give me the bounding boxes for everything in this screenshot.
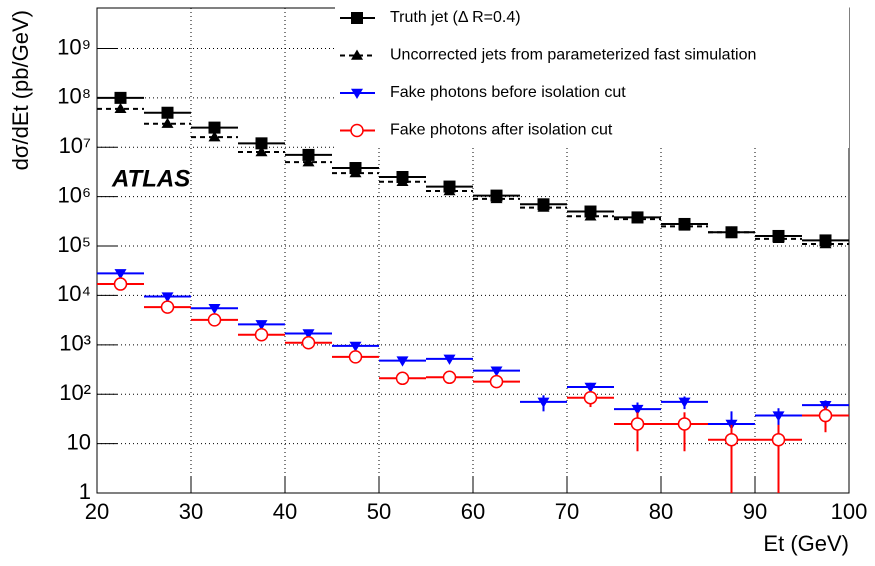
legend-label: Fake photons before isolation cut — [390, 84, 626, 101]
marker — [208, 121, 221, 134]
y-axis-label: dσ/dEt (pb/GeV) — [8, 10, 33, 170]
marker — [160, 300, 175, 314]
marker — [537, 397, 550, 408]
y-tick-label: 10 — [67, 429, 91, 454]
marker — [161, 106, 174, 119]
x-tick-label: 80 — [649, 499, 673, 524]
marker — [348, 350, 363, 364]
marker — [395, 371, 410, 386]
marker — [490, 366, 503, 377]
marker — [443, 185, 456, 196]
marker — [255, 320, 268, 331]
marker — [677, 417, 692, 431]
legend-marker — [351, 49, 363, 60]
marker — [114, 269, 127, 280]
legend-label: Fake photons after isolation cut — [390, 122, 613, 139]
x-tick-label: 90 — [743, 499, 767, 524]
marker — [349, 167, 362, 178]
marker — [301, 336, 316, 350]
marker — [489, 374, 504, 389]
y-tick-label: 10⁸ — [57, 84, 91, 109]
x-tick-label: 30 — [179, 499, 203, 524]
marker — [443, 354, 456, 365]
y-tick-label: 10³ — [59, 331, 91, 356]
marker — [771, 432, 786, 447]
legend-marker — [351, 12, 363, 24]
x-tick-label: 40 — [273, 499, 297, 524]
marker — [772, 411, 785, 422]
marker — [113, 277, 128, 291]
marker — [772, 232, 785, 244]
marker — [208, 131, 221, 142]
marker — [255, 137, 268, 150]
marker — [302, 148, 315, 161]
marker — [724, 432, 739, 447]
legend-box — [335, 2, 849, 148]
marker — [584, 382, 597, 393]
marker — [678, 220, 691, 231]
y-tick-label: 10⁴ — [57, 281, 91, 306]
legend-label: Truth jet (Δ R=0.4) — [390, 9, 521, 26]
y-tick-label: 1 — [79, 479, 91, 504]
marker — [254, 327, 269, 342]
marker — [207, 313, 222, 327]
x-tick-label: 70 — [555, 499, 579, 524]
x-axis-label: Et (GeV) — [763, 531, 849, 556]
annotation: ATLAS — [111, 165, 190, 192]
x-tick-label: 60 — [461, 499, 485, 524]
marker — [114, 91, 127, 104]
marker — [818, 408, 833, 423]
marker — [490, 192, 503, 204]
y-tick-label: 10⁵ — [57, 232, 91, 257]
y-tick-label: 10⁷ — [59, 133, 91, 158]
y-tick-label: 10² — [59, 380, 91, 405]
marker — [631, 404, 644, 416]
marker — [349, 341, 362, 352]
x-tick-label: 20 — [85, 499, 109, 524]
marker — [584, 210, 597, 221]
x-tick-label: 50 — [367, 499, 391, 524]
marker — [442, 370, 457, 385]
marker — [208, 304, 221, 315]
marker — [819, 237, 832, 249]
marker — [631, 213, 644, 224]
marker — [302, 156, 315, 167]
marker — [583, 390, 598, 405]
x-tick-label: 100 — [831, 499, 868, 524]
marker — [396, 356, 409, 367]
marker — [819, 400, 832, 412]
y-tick-label: 10⁶ — [57, 182, 91, 207]
marker — [630, 417, 645, 431]
legend-label: Uncorrected jets from parameterized fast… — [390, 47, 756, 64]
marker — [302, 329, 315, 340]
marker — [396, 175, 409, 186]
marker — [255, 146, 268, 157]
marker — [725, 226, 738, 237]
marker — [537, 201, 550, 212]
y-tick-label: 10⁹ — [57, 34, 91, 59]
marker — [114, 102, 127, 114]
legend-marker — [351, 88, 363, 99]
marker — [161, 117, 174, 128]
legend-marker — [350, 123, 364, 138]
marker — [678, 397, 691, 408]
marker — [161, 292, 174, 303]
